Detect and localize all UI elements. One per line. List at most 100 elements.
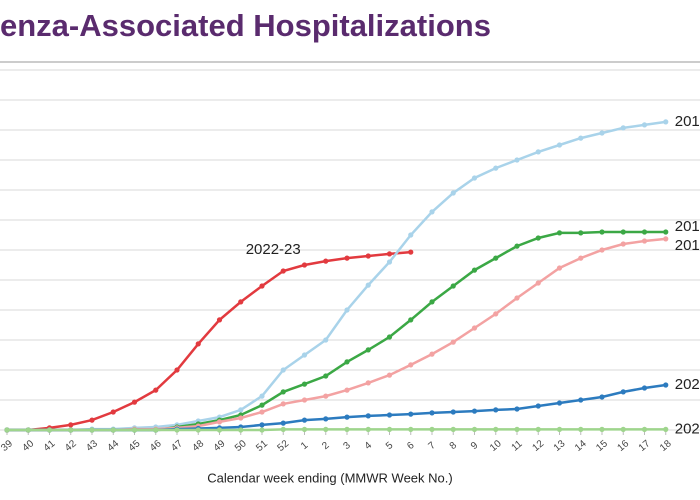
x-tick-label: 40 bbox=[21, 438, 37, 454]
point bbox=[259, 422, 265, 428]
point bbox=[301, 417, 308, 423]
x-tick-label: 39 bbox=[0, 438, 15, 454]
point bbox=[663, 119, 669, 125]
point bbox=[493, 255, 499, 261]
point bbox=[365, 253, 371, 259]
x-tick-label: 42 bbox=[63, 438, 79, 454]
point bbox=[599, 426, 605, 432]
point bbox=[259, 393, 265, 399]
point bbox=[663, 382, 669, 388]
point bbox=[238, 427, 244, 433]
point bbox=[386, 372, 393, 378]
point bbox=[365, 426, 371, 432]
x-tick-label: 3 bbox=[341, 440, 353, 452]
x-tick-label: 16 bbox=[616, 438, 632, 454]
x-tick-label: 12 bbox=[531, 438, 547, 454]
point bbox=[386, 251, 393, 257]
point bbox=[578, 397, 584, 403]
x-tick-label: 10 bbox=[488, 438, 504, 454]
point bbox=[535, 149, 541, 155]
point bbox=[344, 387, 350, 393]
point bbox=[493, 407, 499, 413]
point bbox=[578, 135, 584, 141]
point bbox=[280, 401, 286, 407]
point bbox=[174, 367, 180, 373]
point bbox=[450, 409, 456, 415]
point bbox=[514, 157, 520, 163]
point bbox=[578, 426, 584, 432]
point bbox=[344, 414, 350, 420]
point bbox=[514, 406, 520, 412]
point bbox=[174, 427, 180, 433]
point bbox=[620, 125, 626, 131]
x-axis-label: Calendar week ending (MMWR Week No.) bbox=[207, 470, 452, 485]
point bbox=[408, 411, 414, 417]
point bbox=[238, 299, 244, 305]
x-tick-label: 41 bbox=[42, 438, 58, 454]
series-line bbox=[7, 383, 666, 432]
point bbox=[110, 409, 116, 415]
point bbox=[131, 399, 138, 405]
point bbox=[153, 427, 159, 433]
x-tick-label: 13 bbox=[552, 438, 568, 454]
point bbox=[535, 280, 541, 286]
point bbox=[68, 427, 74, 433]
x-tick-label: 44 bbox=[106, 438, 122, 454]
point bbox=[323, 258, 329, 264]
point bbox=[280, 426, 286, 432]
point bbox=[195, 341, 201, 347]
point bbox=[323, 337, 329, 343]
point bbox=[429, 299, 435, 305]
point bbox=[471, 408, 478, 414]
point bbox=[259, 402, 265, 408]
series-label: 201 bbox=[675, 113, 700, 130]
point bbox=[493, 426, 499, 432]
point bbox=[259, 427, 265, 433]
point bbox=[535, 235, 541, 241]
point bbox=[578, 230, 584, 236]
x-tick-label: 46 bbox=[148, 438, 164, 454]
point bbox=[620, 426, 626, 432]
point bbox=[620, 241, 626, 247]
x-tick-label: 5 bbox=[384, 440, 396, 452]
point bbox=[195, 427, 201, 433]
x-tick-label: 45 bbox=[127, 438, 143, 454]
point bbox=[280, 268, 286, 274]
point bbox=[408, 426, 414, 432]
point bbox=[599, 229, 605, 235]
point bbox=[493, 311, 499, 317]
point bbox=[514, 295, 520, 301]
x-tick-label: 47 bbox=[169, 438, 185, 454]
point bbox=[620, 389, 626, 395]
point bbox=[344, 307, 350, 313]
point bbox=[386, 426, 393, 432]
x-tick-label: 2 bbox=[320, 440, 332, 452]
point bbox=[471, 426, 478, 432]
point bbox=[301, 352, 308, 358]
point bbox=[599, 394, 605, 400]
point bbox=[493, 165, 499, 171]
point bbox=[68, 422, 74, 428]
point bbox=[471, 325, 478, 331]
point bbox=[386, 259, 393, 265]
point bbox=[514, 243, 520, 249]
point bbox=[556, 426, 563, 432]
point bbox=[620, 229, 626, 235]
point bbox=[4, 427, 10, 433]
x-tick-label: 17 bbox=[637, 438, 653, 454]
point bbox=[450, 426, 456, 432]
x-tick-label: 52 bbox=[276, 438, 292, 454]
point bbox=[280, 389, 286, 395]
chart-title: enza-Associated Hospitalizations bbox=[0, 8, 491, 43]
point bbox=[514, 426, 520, 432]
point bbox=[301, 262, 308, 268]
point bbox=[641, 426, 648, 432]
point bbox=[301, 381, 308, 387]
point bbox=[153, 387, 159, 393]
point bbox=[663, 426, 669, 432]
point bbox=[599, 247, 605, 253]
point bbox=[238, 415, 244, 421]
x-tick-label: 18 bbox=[658, 438, 674, 454]
point bbox=[301, 397, 308, 403]
